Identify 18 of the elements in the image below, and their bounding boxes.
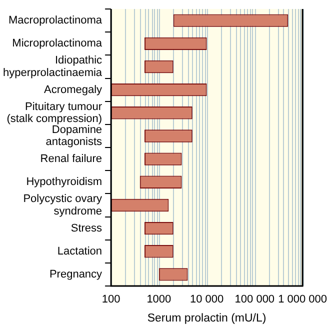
y-tick-label: Idiopathic hyperprolactinaemia [2, 54, 103, 79]
y-tick-label: Stress [70, 222, 103, 234]
x-tick-label: 100 [102, 294, 120, 306]
y-tick-label: Dopamine antagonists [46, 124, 103, 148]
x-tick-label: 1000 [146, 294, 172, 306]
x-tick-label: 100 000 [234, 294, 275, 306]
y-tick-label: Hypothyroidism [26, 176, 102, 188]
x-tick-label: 10 000 [190, 294, 224, 306]
y-tick-label: Polycystic ovary syndrome [23, 193, 103, 218]
y-tick-label: Microprolactinoma [12, 38, 103, 50]
y-tick-label: Lactation [57, 245, 102, 258]
x-tick-label: 1 000 000 [278, 294, 327, 306]
x-axis-title: Serum prolactin (mU/L) [147, 312, 266, 324]
y-tick-label: Pituitary tumour (stalk compression) [6, 100, 102, 125]
y-tick-label: Renal failure [40, 153, 102, 166]
y-tick-label: Pregnancy [49, 268, 103, 280]
y-tick-label: Acromegaly [44, 84, 103, 96]
y-tick-label: Macroprolactinoma [8, 14, 103, 27]
